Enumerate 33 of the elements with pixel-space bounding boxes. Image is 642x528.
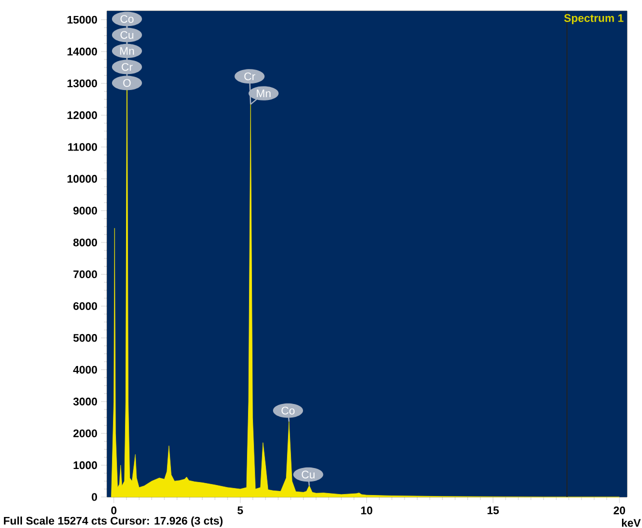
annotation: Mn: [120, 47, 134, 55]
y-tick-label: 4000: [73, 366, 98, 374]
text: Full Scale 15274 cts Cursor: 17.926 (3 cts): [4, 516, 223, 527]
x-tick-label: 0: [111, 506, 116, 514]
annotation: Cr: [122, 63, 133, 71]
y-tick-label: 2000: [73, 429, 98, 438]
annotation: Co: [282, 406, 295, 414]
y-tick-label: 12000: [68, 111, 98, 120]
y-tick-label: 8000: [73, 238, 98, 246]
annotation: Cu: [302, 470, 315, 478]
y-tick-label: 14000: [68, 48, 98, 56]
y-tick-label: 0: [92, 493, 98, 501]
y-tick-label: 13000: [68, 79, 98, 88]
y-tick-label: 11000: [68, 143, 98, 151]
y-tick-label: 15000: [68, 16, 98, 24]
y-tick-label: 10000: [68, 174, 98, 183]
annotation: Mn: [256, 90, 271, 98]
annotation: O: [123, 79, 131, 87]
chart-title: Spectrum 1: [564, 14, 624, 24]
y-tick-label: 9000: [73, 206, 98, 215]
annotation: Co: [120, 15, 134, 23]
annotation: Cr: [244, 72, 256, 80]
y-tick-label: 3000: [73, 398, 98, 406]
y-tick-label: 5000: [73, 334, 98, 342]
y-tick-label: 7000: [73, 270, 98, 278]
x-tick-label: 10: [361, 506, 372, 514]
x-axis-title: keV: [622, 518, 641, 527]
x-tick-label: 5: [238, 506, 243, 514]
annotation: Cu: [120, 31, 134, 39]
y-tick-label: 1000: [74, 461, 98, 470]
x-tick-label: 15: [488, 506, 499, 514]
x-tick-label: 20: [614, 506, 626, 514]
y-tick-label: 6000: [73, 302, 98, 310]
